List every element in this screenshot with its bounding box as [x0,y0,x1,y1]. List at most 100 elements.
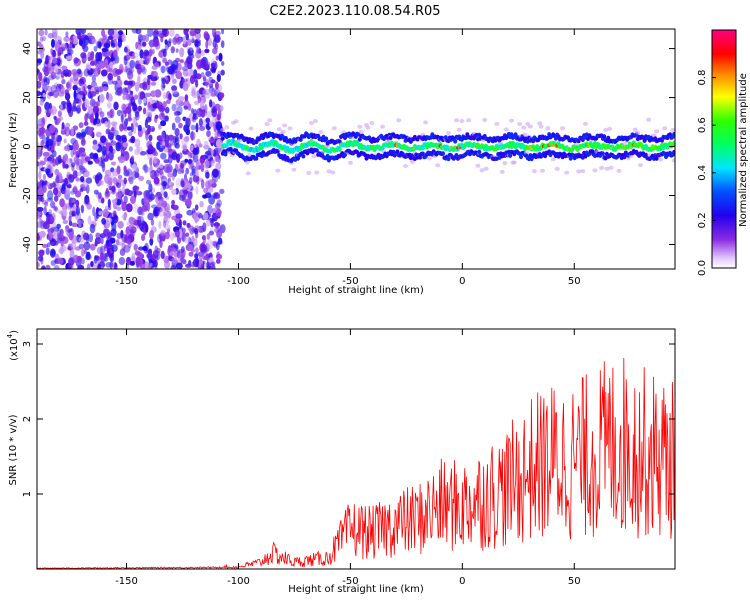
heatmap-cell [104,58,109,69]
heatmap-cell [195,169,199,177]
heatmap-cell [210,62,216,69]
heatmap-cell [576,169,582,174]
heatmap-cell [599,165,605,170]
heatmap-cell [502,161,508,166]
heatmap-cell [163,215,168,223]
heatmap-cell [171,171,175,181]
heatmap-cell [165,141,169,148]
heatmap-cell [200,72,205,78]
heatmap-cell [43,206,47,216]
heatmap-cell [185,129,191,136]
heatmap-cell [127,80,133,86]
heatmap-cell [80,186,87,191]
heatmap-cell [178,189,186,199]
heatmap-cell [70,241,77,251]
heatmap-cell [134,138,141,149]
heatmap-cell [134,82,140,92]
heatmap-cell [76,236,80,244]
heatmap-cell [475,163,481,168]
heatmap-cell [254,139,259,145]
heatmap-cell [130,228,136,238]
heatmap-cell [163,48,167,58]
heatmap-cell [55,174,60,184]
heatmap-cell [125,256,132,266]
heatmap-cell [202,194,208,199]
heatmap-cell [164,39,168,45]
heatmap-cell [135,111,140,121]
heatmap-cell [78,243,85,249]
heatmap-cell [160,152,167,160]
heatmap-cell [131,170,137,180]
heatmap-cell [192,147,198,155]
heatmap-cell [153,156,158,164]
heatmap-cell [101,217,106,225]
heatmap-cell [187,68,194,78]
heatmap-cell [208,230,215,236]
heatmap-cell [499,169,505,174]
heatmap-cell [152,39,160,47]
heatmap-cell [199,108,207,118]
heatmap-cell [44,101,50,111]
heatmap-cell [39,250,45,255]
heatmap-cell [162,101,167,108]
heatmap-cell [97,263,101,269]
heatmap-cell [205,40,209,49]
heatmap-cell [180,163,184,170]
heatmap-cell [592,168,598,173]
heatmap-cell [158,199,163,205]
heatmap-cell [671,158,675,163]
heatmap-cell [318,130,324,135]
x-tick-label: -150 [115,576,138,587]
heatmap-cell [88,126,92,136]
heatmap-cell [98,192,102,200]
heatmap-cell [124,118,129,127]
heatmap-cell [182,259,187,265]
heatmap-cell [139,222,144,231]
heatmap-cell [358,129,364,134]
heatmap-cell [44,29,48,36]
heatmap-cell [130,96,136,106]
heatmap-cell [479,168,485,173]
heatmap-cell [110,42,116,48]
heatmap-cell [100,266,104,269]
heatmap-cell [56,209,62,214]
heatmap-cell [52,89,59,98]
heatmap-cell [195,160,200,171]
heatmap-cell [83,83,87,92]
heatmap-cell [82,167,87,173]
heatmap-cell [183,105,189,110]
heatmap-cell [215,36,220,44]
heatmap-cell [94,174,100,184]
heatmap-cell [213,222,221,227]
heatmap-cell [513,132,518,137]
heatmap-cell [171,204,179,211]
heatmap-cell [62,209,68,217]
heatmap-cell [117,174,123,180]
heatmap-cell [154,170,160,178]
heatmap-cell [139,59,144,65]
heatmap-cell [101,162,106,173]
heatmap-cell [170,264,177,269]
heatmap-cell [126,117,133,122]
snr-panel: -150 -100 -50 0 50 1 2 3 Height of straight li… [6,328,676,595]
heatmap-cell [121,121,128,130]
heatmap-cell [215,202,221,210]
heatmap-cell [158,163,164,169]
heatmap-cell [54,64,59,74]
heatmap-cell [61,183,66,192]
heatmap-cell [113,129,119,137]
heatmap-cell [142,52,148,60]
heatmap-cell [132,116,138,126]
heatmap-cell [171,85,178,92]
heatmap-cell [210,79,216,84]
heatmap-cell [156,141,161,151]
heatmap-cell [603,128,609,132]
heatmap-cell [523,150,529,155]
heatmap-cell [120,109,126,115]
heatmap-cell [330,170,336,175]
heatmap-cell [171,122,176,131]
svg-text:(x104): (x104) [6,330,20,361]
heatmap-cell [80,128,86,139]
heatmap-cell [194,40,201,48]
heatmap-cell [123,125,128,132]
